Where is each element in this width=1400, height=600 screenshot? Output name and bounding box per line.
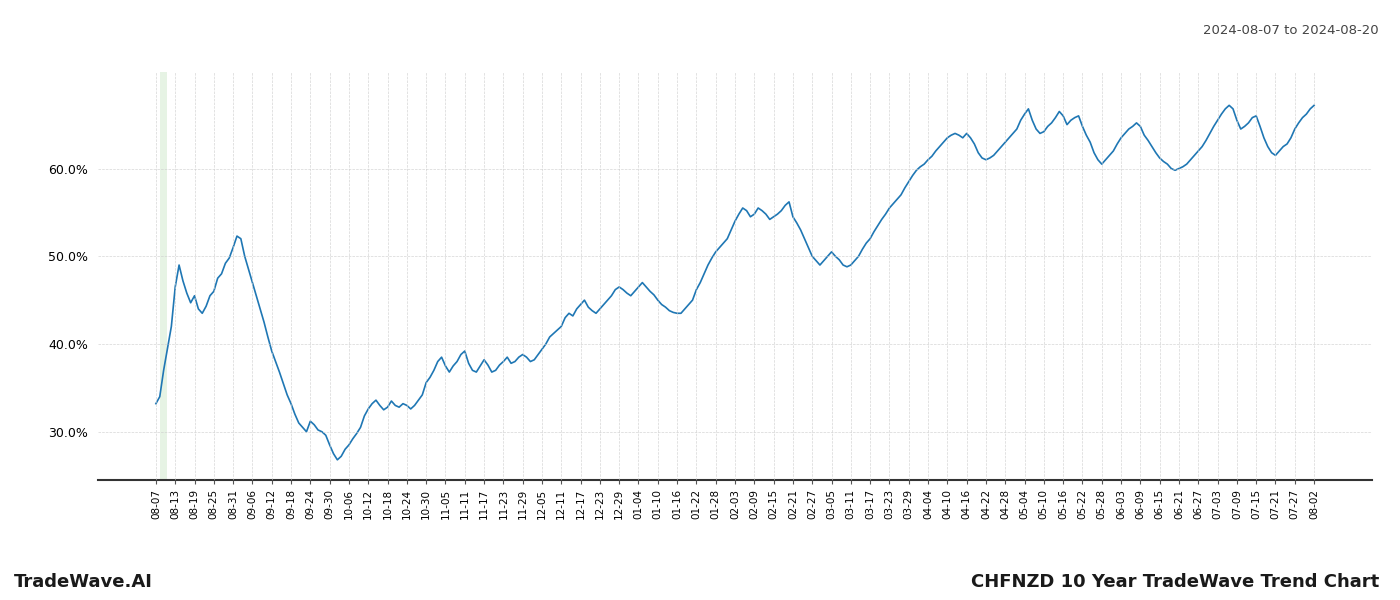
Text: CHFNZD 10 Year TradeWave Trend Chart: CHFNZD 10 Year TradeWave Trend Chart xyxy=(970,573,1379,591)
Bar xyxy=(160,72,168,480)
Text: TradeWave.AI: TradeWave.AI xyxy=(14,573,153,591)
Text: 2024-08-07 to 2024-08-20: 2024-08-07 to 2024-08-20 xyxy=(1204,24,1379,37)
